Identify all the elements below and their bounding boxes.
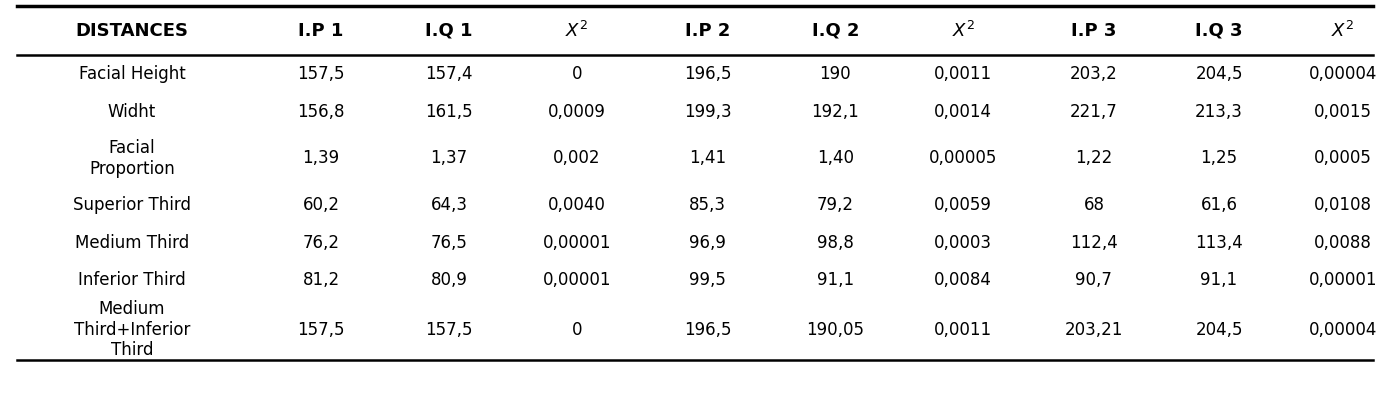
Text: I.Q 2: I.Q 2 [812,22,859,40]
Text: 196,5: 196,5 [684,65,731,83]
Text: 204,5: 204,5 [1195,321,1243,339]
Text: 98,8: 98,8 [817,234,853,251]
Text: 1,39: 1,39 [303,149,339,168]
Text: 0,0011: 0,0011 [934,65,992,83]
Text: 0,0059: 0,0059 [934,196,992,214]
Text: 0,00001: 0,00001 [542,271,612,289]
Text: 64,3: 64,3 [431,196,467,214]
Text: 1,37: 1,37 [431,149,467,168]
Text: 90,7: 90,7 [1076,271,1112,289]
Text: 157,4: 157,4 [425,65,473,83]
Text: 0,00001: 0,00001 [542,234,612,251]
Text: $X^{2}$: $X^{2}$ [1332,21,1354,41]
Text: 157,5: 157,5 [297,65,345,83]
Text: 0,002: 0,002 [553,149,600,168]
Text: 0,0014: 0,0014 [934,103,992,121]
Text: 1,40: 1,40 [817,149,853,168]
Text: Medium Third: Medium Third [75,234,189,251]
Text: Superior Third: Superior Third [74,196,190,214]
Text: 1,22: 1,22 [1076,149,1112,168]
Text: 0,0108: 0,0108 [1314,196,1372,214]
Text: 213,3: 213,3 [1195,103,1243,121]
Text: 0,00004: 0,00004 [1308,321,1377,339]
Text: 68: 68 [1083,196,1105,214]
Text: 203,21: 203,21 [1065,321,1123,339]
Text: Facial Height: Facial Height [79,65,185,83]
Text: 79,2: 79,2 [817,196,853,214]
Text: Widht: Widht [108,103,156,121]
Text: 190: 190 [820,65,851,83]
Text: 0,0011: 0,0011 [934,321,992,339]
Text: 85,3: 85,3 [689,196,726,214]
Text: 99,5: 99,5 [689,271,726,289]
Text: Inferior Third: Inferior Third [78,271,186,289]
Text: 0,00001: 0,00001 [1308,271,1377,289]
Text: 1,25: 1,25 [1201,149,1237,168]
Text: 190,05: 190,05 [806,321,865,339]
Text: 76,5: 76,5 [431,234,467,251]
Text: 112,4: 112,4 [1070,234,1118,251]
Text: 161,5: 161,5 [425,103,473,121]
Text: 157,5: 157,5 [297,321,345,339]
Text: 204,5: 204,5 [1195,65,1243,83]
Text: 96,9: 96,9 [689,234,726,251]
Text: 0,0088: 0,0088 [1314,234,1372,251]
Text: 157,5: 157,5 [425,321,473,339]
Text: 0: 0 [571,65,582,83]
Text: 0: 0 [571,321,582,339]
Text: Medium
Third+Inferior
Third: Medium Third+Inferior Third [74,300,190,360]
Text: 192,1: 192,1 [812,103,859,121]
Text: I.P 3: I.P 3 [1072,22,1116,40]
Text: 0,0003: 0,0003 [934,234,992,251]
Text: 80,9: 80,9 [431,271,467,289]
Text: 91,1: 91,1 [817,271,853,289]
Text: $X^{2}$: $X^{2}$ [952,21,974,41]
Text: 0,0005: 0,0005 [1314,149,1372,168]
Text: 0,00005: 0,00005 [929,149,998,168]
Text: 156,8: 156,8 [297,103,345,121]
Text: 61,6: 61,6 [1201,196,1237,214]
Text: 81,2: 81,2 [303,271,339,289]
Text: 0,0015: 0,0015 [1314,103,1372,121]
Text: 221,7: 221,7 [1070,103,1118,121]
Text: 203,2: 203,2 [1070,65,1118,83]
Text: 0,0040: 0,0040 [548,196,606,214]
Text: 60,2: 60,2 [303,196,339,214]
Text: 0,0084: 0,0084 [934,271,992,289]
Text: Facial
Proportion: Facial Proportion [89,139,175,178]
Text: 113,4: 113,4 [1195,234,1243,251]
Text: I.Q 1: I.Q 1 [425,22,473,40]
Text: 199,3: 199,3 [684,103,731,121]
Text: 1,41: 1,41 [689,149,726,168]
Text: 196,5: 196,5 [684,321,731,339]
Text: I.Q 3: I.Q 3 [1195,22,1243,40]
Text: DISTANCES: DISTANCES [75,22,189,40]
Text: 91,1: 91,1 [1201,271,1237,289]
Text: 0,00004: 0,00004 [1308,65,1377,83]
Text: I.P 1: I.P 1 [299,22,343,40]
Text: 0,0009: 0,0009 [548,103,606,121]
Text: I.P 2: I.P 2 [685,22,730,40]
Text: 76,2: 76,2 [303,234,339,251]
Text: $X^{2}$: $X^{2}$ [566,21,588,41]
